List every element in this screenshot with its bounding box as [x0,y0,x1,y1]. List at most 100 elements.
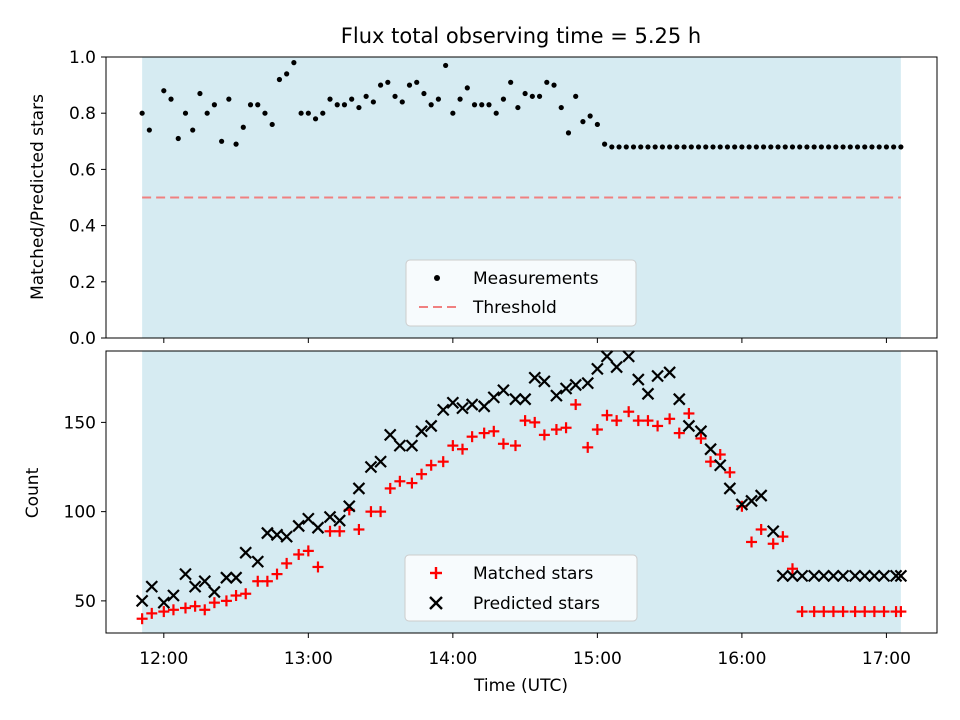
matched-star-point [878,606,890,618]
matched-star-point [478,427,490,439]
matched-star-point [466,431,478,443]
matched-star-point [827,606,839,618]
matched-star-point [324,525,336,537]
measurement-point [269,121,275,128]
measurement-point [753,144,759,150]
predicted-star-point [622,350,635,363]
matched-star-point [736,500,748,512]
measurement-point [471,102,478,108]
matched-star-point [673,427,685,439]
matched-star-point [375,506,387,518]
measurement-point [891,144,897,150]
matched-star-point [591,424,603,436]
predicted-star-point [776,569,790,583]
predicted-star-point [877,569,891,583]
matched-star-point [837,606,849,618]
measurement-point [305,110,311,116]
predicted-star-point [569,378,582,392]
predicted-star-point [393,439,407,452]
legend-threshold-label: Threshold [472,298,557,318]
predicted-star-point [581,376,595,390]
measurement-point [688,144,694,150]
matched-star-point [146,607,158,619]
predicted-star-point [694,425,708,438]
matched-star-point [199,604,211,616]
matched-star-point [767,538,779,550]
matched-star-point [849,606,861,618]
measurement-point [363,93,369,99]
predicted-star-point [610,360,623,374]
predicted-star-point [188,580,202,593]
measurement-point [833,144,839,150]
matched-star-point [416,468,428,480]
matched-star-point [632,415,644,427]
chart-title: Flux total observing time = 5.25 h [341,24,701,48]
count-xtick-label: 14:00 [428,649,477,669]
measurement-point [847,144,853,150]
legend-matched-label: Matched stars [473,564,593,584]
measurement-point [602,141,608,147]
matched-star-point [859,606,871,618]
measurement-point [695,144,702,150]
measurement-point [854,144,861,150]
matched-star-point [786,563,798,575]
predicted-star-point [518,392,532,406]
predicted-star-point [343,500,356,513]
matched-star-point [582,441,594,453]
matched-star-point [623,406,635,418]
predicted-star-point [766,524,780,538]
measurement-point [486,102,492,108]
matched-star-point [818,606,830,618]
legend-measurements-label: Measurements [473,269,599,289]
measurement-point [327,96,333,102]
predicted-star-point [754,489,768,502]
predicted-star-point [894,569,908,583]
matched-star-point [312,561,324,573]
predicted-star-point [817,569,831,583]
ratio-ytick-label: 0.2 [69,273,96,293]
predicted-star-point [383,428,397,442]
matched-star-point [509,440,521,452]
measurement-point [291,60,297,66]
matched-star-point [281,557,293,569]
measurement-point [645,144,651,150]
matched-star-point [158,606,170,618]
count-ytick-label: 50 [74,592,96,612]
matched-star-point [529,416,541,428]
count-xlabel: Time (UTC) [473,676,568,696]
measurement-point [739,144,745,150]
measurement-point [746,144,752,150]
predicted-star-point [374,455,387,468]
measurement-point [493,110,499,116]
matched-star-point [208,597,220,609]
ratio-ytick-label: 0.0 [69,329,96,349]
count-frame [105,350,938,634]
measurement-point [883,144,890,150]
measurement-point [826,144,832,150]
predicted-star-point [280,530,293,543]
ratio-ytick-label: 0.6 [69,160,96,180]
predicted-star-point [405,439,419,452]
measurement-point [399,99,405,105]
measurement-point [768,144,774,150]
measurement-point [862,144,868,150]
measurement-point [703,144,709,150]
measurement-point [204,110,210,116]
measurement-point [370,99,376,105]
predicted-star-point [641,387,655,401]
ratio-ytick-label: 1.0 [69,48,96,68]
measurement-point [161,88,167,94]
count-xtick-label: 13:00 [284,649,333,669]
predicted-star-point [145,580,159,593]
measurement-point [609,144,615,150]
measurement-point [190,127,196,133]
predicted-star-point [477,400,491,413]
predicted-star-point [550,389,563,402]
measurement-point [580,119,586,125]
predicted-star-point [591,362,604,376]
predicted-star-point [487,391,501,404]
measurement-point [522,90,528,97]
measurement-point [573,93,579,99]
predicted-star-point [497,383,510,397]
matched-star-point [334,525,346,537]
